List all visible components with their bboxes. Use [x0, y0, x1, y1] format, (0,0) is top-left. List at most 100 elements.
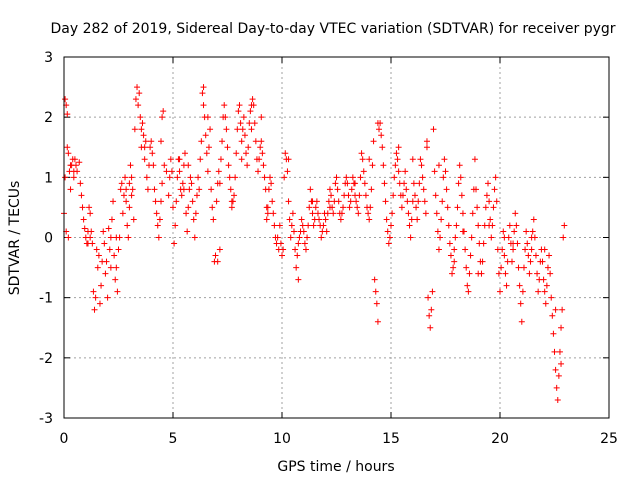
data-point	[195, 174, 202, 181]
y-tick-label: 1	[44, 170, 53, 186]
data-point	[108, 216, 115, 223]
data-point	[418, 162, 425, 169]
data-point	[426, 312, 433, 319]
data-point	[172, 222, 179, 229]
data-point	[161, 162, 168, 169]
data-point	[459, 210, 466, 217]
data-point	[394, 156, 401, 163]
data-point	[546, 252, 553, 259]
data-point	[455, 180, 462, 187]
data-point	[316, 216, 323, 223]
data-point	[465, 288, 472, 295]
data-point	[539, 258, 546, 265]
data-point	[232, 174, 239, 181]
data-point	[366, 216, 373, 223]
data-point	[490, 204, 497, 211]
data-point	[525, 252, 532, 259]
data-point	[71, 156, 78, 163]
data-point	[155, 234, 162, 241]
data-point	[378, 132, 385, 139]
data-point	[274, 234, 281, 241]
data-point	[475, 222, 482, 229]
data-point	[213, 198, 220, 205]
data-point	[491, 186, 498, 193]
data-point	[258, 138, 265, 145]
data-point	[64, 144, 71, 151]
data-point	[338, 210, 345, 217]
data-point	[263, 216, 270, 223]
data-point	[136, 90, 143, 97]
data-point	[558, 324, 565, 331]
data-point	[371, 276, 378, 283]
data-point	[391, 174, 398, 181]
data-point	[93, 246, 100, 253]
data-point	[335, 198, 342, 205]
data-point	[524, 240, 531, 247]
data-point	[176, 168, 183, 175]
data-point	[207, 126, 214, 133]
data-point	[482, 204, 489, 211]
data-point	[140, 132, 147, 139]
data-point	[534, 270, 541, 277]
data-point	[541, 246, 548, 253]
data-point	[320, 222, 327, 229]
data-point	[388, 222, 394, 229]
data-point	[441, 156, 448, 163]
data-point	[369, 162, 376, 169]
data-point	[80, 216, 87, 223]
data-point	[558, 360, 565, 367]
data-point	[528, 246, 535, 253]
data-point	[486, 222, 493, 229]
data-point	[459, 228, 466, 235]
data-point	[193, 192, 200, 199]
data-point	[244, 162, 251, 169]
data-point	[553, 384, 560, 391]
data-point	[296, 234, 303, 241]
data-point	[413, 204, 420, 211]
data-point	[421, 198, 428, 205]
data-point	[214, 258, 221, 265]
data-point	[519, 288, 526, 295]
data-point	[179, 180, 186, 187]
data-point	[395, 168, 402, 175]
data-point	[205, 144, 212, 151]
data-point	[130, 216, 137, 223]
data-point	[487, 216, 494, 223]
data-point	[251, 120, 258, 127]
data-point	[373, 300, 380, 307]
data-point	[457, 174, 464, 181]
data-point	[107, 264, 114, 271]
data-point	[78, 192, 85, 199]
data-point	[318, 234, 325, 241]
data-point	[270, 210, 277, 217]
data-point	[276, 222, 283, 229]
data-point	[430, 126, 437, 133]
data-point	[137, 114, 144, 121]
data-point	[261, 174, 268, 181]
data-point	[326, 186, 333, 193]
data-point	[416, 180, 423, 187]
data-point	[149, 150, 156, 157]
data-point	[245, 144, 252, 151]
data-point	[124, 222, 131, 229]
y-tick-label: -1	[39, 291, 53, 307]
data-point	[439, 198, 446, 205]
data-point	[191, 234, 198, 241]
data-point	[309, 210, 316, 217]
data-point	[513, 222, 520, 229]
data-point	[250, 102, 257, 109]
data-point	[87, 210, 94, 217]
data-point	[113, 234, 120, 241]
data-point	[127, 162, 134, 169]
data-point	[237, 120, 244, 127]
data-point	[118, 180, 125, 187]
data-point	[314, 210, 321, 217]
data-point	[119, 210, 126, 217]
data-point	[103, 258, 110, 265]
data-point	[139, 120, 146, 127]
data-point	[522, 246, 529, 253]
data-point	[402, 168, 409, 175]
data-point	[222, 114, 229, 121]
data-point	[180, 186, 187, 193]
data-point	[168, 168, 175, 175]
